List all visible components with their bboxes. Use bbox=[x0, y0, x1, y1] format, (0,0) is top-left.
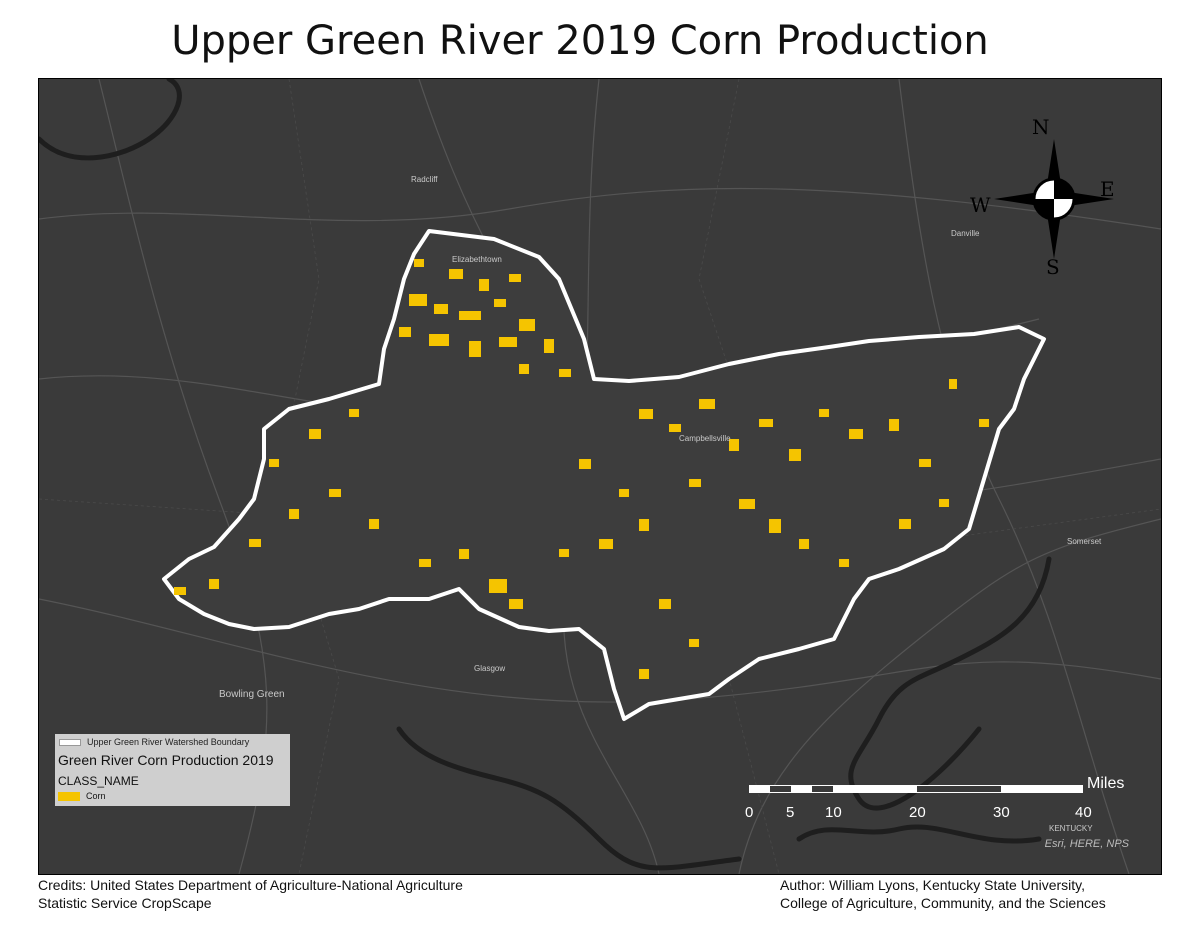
legend-corn-row: Corn bbox=[58, 791, 106, 802]
scale-tick-20: 20 bbox=[909, 804, 926, 821]
place-elizabethtown: Elizabethtown bbox=[452, 255, 502, 264]
credits: Credits: United States Department of Agr… bbox=[38, 876, 463, 912]
author: Author: William Lyons, Kentucky State Un… bbox=[780, 876, 1106, 912]
legend-corn-label: Corn bbox=[86, 791, 106, 801]
place-somerset: Somerset bbox=[1067, 537, 1102, 546]
compass-icon bbox=[994, 139, 1114, 259]
legend-field-name: CLASS_NAME bbox=[58, 774, 139, 788]
compass-s: S bbox=[1046, 255, 1060, 279]
boundary-swatch bbox=[59, 739, 81, 747]
corn-fields bbox=[174, 259, 989, 679]
place-glasgow: Glasgow bbox=[474, 664, 506, 673]
scale-bar-graphic bbox=[749, 785, 1083, 793]
place-kentucky: KENTUCKY bbox=[1049, 824, 1093, 833]
compass-e: E bbox=[1100, 177, 1115, 201]
place-danville: Danville bbox=[951, 229, 980, 238]
scale-tick-5: 5 bbox=[786, 804, 795, 821]
map-legend: Upper Green River Watershed Boundary Gre… bbox=[55, 734, 290, 806]
place-radcliff: Radcliff bbox=[411, 175, 438, 184]
scale-tick-30: 30 bbox=[993, 804, 1010, 821]
compass-rose: N S E W bbox=[970, 115, 1134, 279]
credits-line-1: Credits: United States Department of Agr… bbox=[38, 877, 463, 893]
legend-boundary-label: Upper Green River Watershed Boundary bbox=[87, 737, 250, 747]
compass-n: N bbox=[1032, 115, 1050, 139]
scale-tick-40: 40 bbox=[1075, 804, 1092, 821]
scale-bar: 0 5 10 20 30 40 Miles bbox=[745, 775, 1129, 832]
place-campbellsville: Campbellsville bbox=[679, 434, 731, 443]
author-line-1: Author: William Lyons, Kentucky State Un… bbox=[780, 877, 1085, 893]
author-line-2: College of Agriculture, Community, and t… bbox=[780, 895, 1106, 911]
legend-boundary-row: Upper Green River Watershed Boundary bbox=[59, 737, 249, 747]
watershed-boundary bbox=[162, 229, 1046, 721]
map-attribution: Esri, HERE, NPS bbox=[1044, 838, 1129, 850]
corn-swatch bbox=[58, 792, 80, 802]
county-lines bbox=[39, 79, 1161, 874]
scale-tick-0: 0 bbox=[745, 804, 754, 821]
basemap bbox=[39, 79, 1161, 874]
scale-unit: Miles bbox=[1087, 775, 1125, 792]
map-frame[interactable]: Radcliff Elizabethtown Danville Campbell… bbox=[38, 78, 1162, 875]
legend-layer-title: Green River Corn Production 2019 bbox=[58, 752, 274, 768]
place-bowling-green: Bowling Green bbox=[219, 689, 285, 700]
map-title: Upper Green River 2019 Corn Production bbox=[171, 18, 989, 64]
credits-line-2: Statistic Service CropScape bbox=[38, 895, 212, 911]
compass-w: W bbox=[970, 193, 991, 217]
scale-tick-10: 10 bbox=[825, 804, 842, 821]
